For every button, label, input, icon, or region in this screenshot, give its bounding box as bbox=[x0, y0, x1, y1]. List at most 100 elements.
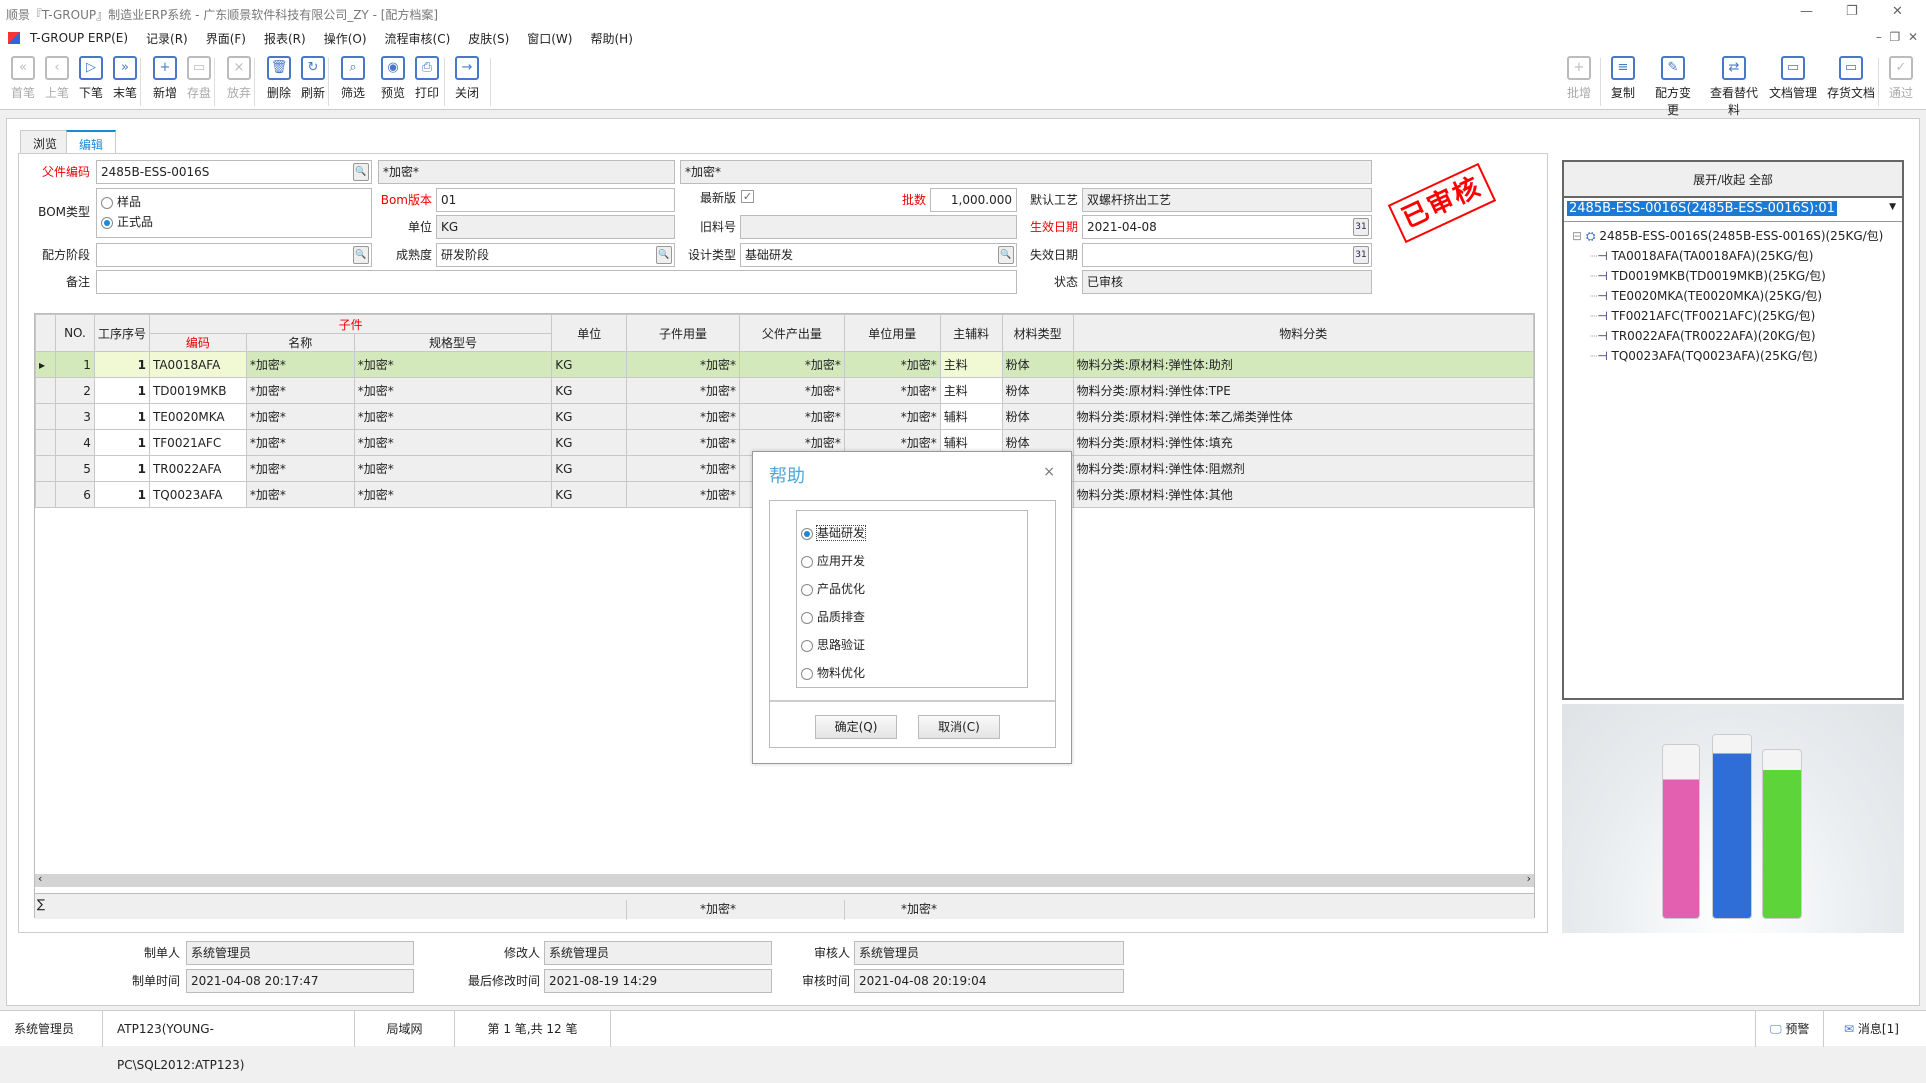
menu-window[interactable]: 窗口(W) bbox=[527, 31, 573, 46]
cell-seq[interactable]: 1 bbox=[93, 455, 150, 482]
cell-no[interactable]: 4 bbox=[54, 429, 95, 456]
toolbar-previous-record-button[interactable]: ‹ 上笔 bbox=[40, 56, 74, 101]
toolbar-folder-button[interactable]: ▭ 存货文档 bbox=[1826, 56, 1876, 101]
cancel-button[interactable]: 取消(C) bbox=[918, 715, 1000, 739]
cell-qty[interactable]: *加密* bbox=[626, 351, 740, 378]
tree-root[interactable]: ⊟ ⛭ 2485B-ESS-0016S(2485B-ESS-0016S)(25K… bbox=[1572, 229, 1884, 243]
cell-no[interactable]: 1 bbox=[54, 351, 95, 378]
menu-view[interactable]: 界面(F) bbox=[205, 31, 246, 46]
cell-seq[interactable]: 1 bbox=[93, 377, 150, 404]
cell-no[interactable]: 6 bbox=[54, 481, 95, 508]
cell-spec[interactable]: *加密* bbox=[353, 455, 553, 482]
restore-button[interactable]: ❐ bbox=[1846, 4, 1858, 19]
cell-category[interactable]: 物料分类:原材料:弹性体:阻燃剂 bbox=[1072, 455, 1535, 482]
effective-date-input[interactable]: 2021-04-08 31 bbox=[1082, 215, 1372, 239]
cell-unit[interactable]: KG bbox=[551, 455, 628, 482]
cell-parent-out[interactable]: *加密* bbox=[738, 377, 845, 404]
cell-unit[interactable]: KG bbox=[551, 403, 628, 430]
menu-skin[interactable]: 皮肤(S) bbox=[468, 31, 510, 46]
table-row[interactable]: 2 1 TD0019MKB *加密* *加密* KG *加密* *加密* *加密* 主料 粉体 物料分… bbox=[35, 377, 1535, 404]
cell-main-aux[interactable]: 主料 bbox=[939, 351, 1003, 378]
cell-mat-type[interactable]: 粉体 bbox=[1001, 377, 1074, 404]
cell-category[interactable]: 物料分类:原材料:弹性体:苯乙烯类弹性体 bbox=[1072, 403, 1535, 430]
cell-name[interactable]: *加密* bbox=[245, 403, 355, 430]
lookup-icon[interactable]: 🔍 bbox=[353, 246, 369, 264]
toolbar-preview-button[interactable]: ◉ 预览 bbox=[376, 56, 410, 101]
tab-browse[interactable]: 浏览 bbox=[20, 130, 71, 154]
toolbar-formula-change-button[interactable]: ✎ 配方变更 bbox=[1650, 56, 1696, 118]
horizontal-scrollbar[interactable]: ‹ › bbox=[35, 872, 1534, 887]
latest-version-checkbox[interactable]: ✓ bbox=[741, 190, 754, 203]
toolbar-batch-add-button[interactable]: + 批增 bbox=[1562, 56, 1596, 101]
cell-no[interactable]: 5 bbox=[54, 455, 95, 482]
tree-node[interactable]: ┈⊣ TQ0023AFA(TQ0023AFA)(25KG/包) bbox=[1590, 349, 1818, 363]
row-indicator[interactable] bbox=[35, 481, 56, 508]
cell-name[interactable]: *加密* bbox=[245, 455, 355, 482]
cell-unit-qty[interactable]: *加密* bbox=[843, 377, 941, 404]
toolbar-delete-button[interactable]: 🗑 删除 bbox=[262, 56, 296, 101]
cell-category[interactable]: 物料分类:原材料:弹性体:TPE bbox=[1072, 377, 1535, 404]
cell-category[interactable]: 物料分类:原材料:弹性体:助剂 bbox=[1072, 351, 1535, 378]
cell-category[interactable]: 物料分类:原材料:弹性体:其他 bbox=[1072, 481, 1535, 508]
cell-mat-type[interactable]: 粉体 bbox=[1001, 351, 1074, 378]
design-type-option[interactable]: 应用开发 bbox=[801, 547, 1023, 575]
menu-record[interactable]: 记录(R) bbox=[146, 31, 188, 46]
calendar-icon[interactable]: 31 bbox=[1353, 218, 1369, 236]
cell-unit[interactable]: KG bbox=[551, 377, 628, 404]
tree-node[interactable]: ┈⊣ TD0019MKB(TD0019MKB)(25KG/包) bbox=[1590, 269, 1826, 283]
design-type-option[interactable]: 思路验证 bbox=[801, 631, 1023, 659]
cell-mat-type[interactable]: 粉体 bbox=[1001, 403, 1074, 430]
design-type-option[interactable]: 物料优化 bbox=[801, 659, 1023, 687]
stage-input[interactable]: 🔍 bbox=[96, 243, 372, 267]
lookup-icon[interactable]: 🔍 bbox=[353, 163, 369, 181]
dialog-close-icon[interactable]: × bbox=[1043, 464, 1055, 480]
cell-name[interactable]: *加密* bbox=[245, 481, 355, 508]
row-indicator[interactable] bbox=[35, 429, 56, 456]
bom-type-formal[interactable]: 正式品 bbox=[101, 212, 367, 232]
row-indicator[interactable] bbox=[35, 455, 56, 482]
cell-name[interactable]: *加密* bbox=[245, 351, 355, 378]
menu-operation[interactable]: 操作(O) bbox=[323, 31, 367, 46]
parent-code-input[interactable]: 2485B-ESS-0016S 🔍 bbox=[96, 160, 372, 184]
tab-edit[interactable]: 编辑 bbox=[66, 130, 117, 154]
bom-version-input[interactable]: 01 bbox=[436, 188, 675, 212]
cell-main-aux[interactable]: 辅料 bbox=[939, 403, 1003, 430]
menu-erp[interactable]: T-GROUP ERP(E) bbox=[30, 31, 129, 45]
cell-name[interactable]: *加密* bbox=[245, 377, 355, 404]
toolbar-substitute-button[interactable]: ⇄ 查看替代料 bbox=[1706, 56, 1762, 118]
cell-parent-out[interactable]: *加密* bbox=[738, 351, 845, 378]
cell-unit[interactable]: KG bbox=[551, 481, 628, 508]
menu-workflow[interactable]: 流程审核(C) bbox=[384, 31, 451, 46]
toolbar-first-record-button[interactable]: «首笔 bbox=[6, 56, 40, 101]
cell-seq[interactable]: 1 bbox=[93, 351, 150, 378]
cell-unit-qty[interactable]: *加密* bbox=[843, 403, 941, 430]
toolbar-refresh-button[interactable]: ↻ 刷新 bbox=[296, 56, 330, 101]
cell-code[interactable]: TF0021AFC bbox=[148, 429, 247, 456]
design-type-option[interactable]: 基础研发 bbox=[801, 519, 1023, 547]
toolbar-next-record-button[interactable]: ▷ 下笔 bbox=[74, 56, 108, 101]
toolbar-discard-button[interactable]: × 放弃 bbox=[222, 56, 256, 101]
cell-code[interactable]: TR0022AFA bbox=[148, 455, 247, 482]
toolbar-approve-button[interactable]: ✓ 通过 bbox=[1884, 56, 1918, 101]
cell-spec[interactable]: *加密* bbox=[353, 403, 553, 430]
design-type-option[interactable]: 产品优化 bbox=[801, 575, 1023, 603]
toolbar-add-button[interactable]: + 新增 bbox=[148, 56, 182, 101]
table-row[interactable]: ▸ 1 1 TA0018AFA *加密* *加密* KG *加密* *加密* *加密* 主料 粉体 物料… bbox=[35, 351, 1535, 378]
cell-code[interactable]: TQ0023AFA bbox=[148, 481, 247, 508]
cell-qty[interactable]: *加密* bbox=[626, 403, 740, 430]
design-type-option[interactable]: 品质排查 bbox=[801, 603, 1023, 631]
cell-spec[interactable]: *加密* bbox=[353, 351, 553, 378]
minimize-button[interactable]: — bbox=[1800, 4, 1813, 19]
tree-node[interactable]: ┈⊣ TA0018AFA(TA0018AFA)(25KG/包) bbox=[1590, 249, 1814, 263]
close-window-button[interactable]: ✕ bbox=[1892, 4, 1903, 19]
mdi-controls[interactable]: – ❐ ✕ bbox=[1875, 30, 1918, 44]
toolbar-last-record-button[interactable]: » 末笔 bbox=[108, 56, 142, 101]
toolbar-close-button[interactable]: → 关闭 bbox=[450, 56, 484, 101]
cell-unit[interactable]: KG bbox=[551, 351, 628, 378]
messages-button[interactable]: ✉ 消息[1] bbox=[1844, 1022, 1899, 1036]
tree-node[interactable]: ┈⊣ TR0022AFA(TR0022AFA)(20KG/包) bbox=[1590, 329, 1816, 343]
bom-type-sample[interactable]: 样品 bbox=[101, 192, 367, 212]
cell-qty[interactable]: *加密* bbox=[626, 481, 740, 508]
cell-code[interactable]: TE0020MKA bbox=[148, 403, 247, 430]
lookup-icon[interactable]: 🔍 bbox=[656, 246, 672, 264]
